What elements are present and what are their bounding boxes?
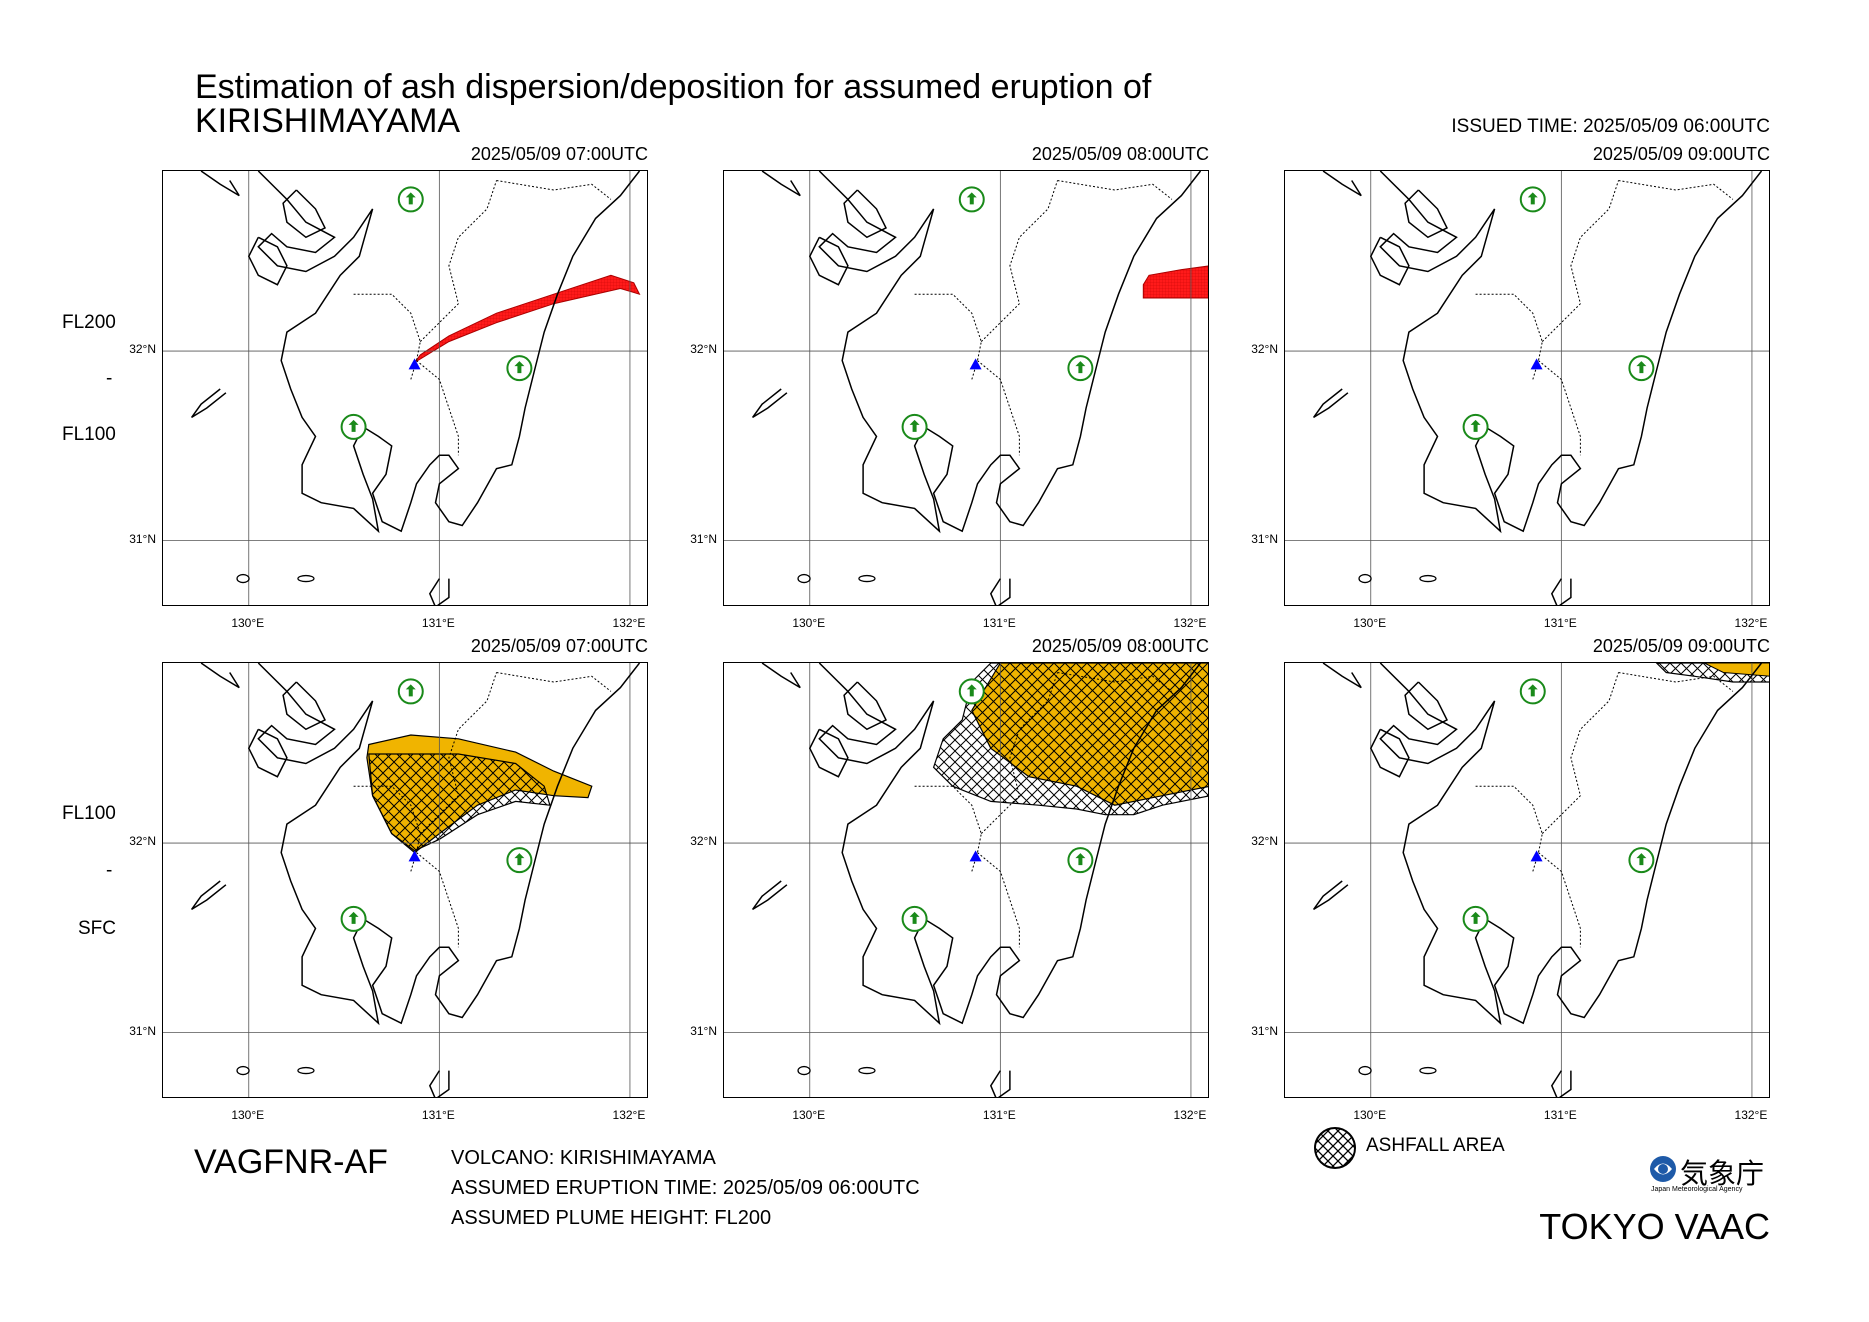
map-panel — [723, 170, 1209, 606]
product-code: VAGFNR-AF — [194, 1143, 388, 1181]
lon-label: 131°E — [1543, 1108, 1577, 1122]
info-volcano: VOLCANO: KIRISHIMAYAMA — [451, 1147, 716, 1169]
volcano-icon — [408, 850, 421, 862]
row1-upper-level: FL200 — [62, 312, 116, 333]
volcano-icon — [1530, 850, 1543, 862]
row1-lower-level: FL100 — [62, 424, 116, 445]
agency-name-jp: 気象庁 — [1680, 1158, 1765, 1189]
city-icon — [340, 905, 367, 932]
lon-label: 130°E — [792, 1108, 826, 1122]
city-icon — [1067, 847, 1094, 874]
panel-time: 2025/05/09 07:00UTC — [470, 636, 648, 656]
lon-label: 132°E — [1173, 616, 1207, 630]
lat-label: 32°N — [1251, 834, 1278, 849]
panel-time: 2025/05/09 08:00UTC — [1031, 144, 1209, 164]
agency-name-en: Japan Meteorological Agency — [1651, 1186, 1743, 1193]
lat-label: 32°N — [129, 834, 156, 849]
city-icon — [397, 186, 424, 213]
map-panel — [1284, 662, 1770, 1098]
city-icon — [1628, 355, 1655, 382]
row2-separator: - — [106, 860, 113, 881]
city-icon — [1628, 847, 1655, 874]
ashfall-hatch — [971, 663, 1208, 806]
volcano-icon — [1530, 358, 1543, 370]
volcano-icon — [969, 358, 982, 370]
ash-area — [1704, 663, 1769, 677]
info-plume-height: ASSUMED PLUME HEIGHT: FL200 — [451, 1207, 772, 1229]
panel-time: 2025/05/09 09:00UTC — [1592, 144, 1770, 164]
ashfall-legend-label: ASHFALL AREA — [1366, 1135, 1505, 1156]
panel-time: 2025/05/09 08:00UTC — [1031, 636, 1209, 656]
city-icon — [340, 413, 367, 440]
jma-logo-icon — [1648, 1154, 1678, 1189]
lon-label: 130°E — [792, 616, 826, 630]
lon-label: 132°E — [612, 1108, 646, 1122]
ashfall-hatch — [368, 753, 551, 852]
lon-label: 132°E — [1173, 1108, 1207, 1122]
title-line-1: Estimation of ash dispersion/deposition … — [195, 68, 1152, 106]
lon-label: 131°E — [421, 1108, 455, 1122]
panel-time: 2025/05/09 07:00UTC — [470, 144, 648, 164]
map-panel — [723, 662, 1209, 1098]
city-icon — [506, 847, 533, 874]
plume-area — [1142, 265, 1208, 299]
map-panel — [162, 170, 648, 606]
lat-label: 32°N — [690, 342, 717, 357]
lon-label: 132°E — [1734, 1108, 1768, 1122]
city-icon — [1067, 355, 1094, 382]
city-icon — [1462, 905, 1489, 932]
volcano-icon — [969, 850, 982, 862]
tokyo-vaac: TOKYO VAAC — [1539, 1206, 1770, 1247]
city-icon — [397, 678, 424, 705]
row1-separator: - — [106, 368, 113, 389]
city-icon — [901, 905, 928, 932]
lat-label: 32°N — [129, 342, 156, 357]
lon-label: 130°E — [231, 616, 265, 630]
city-icon — [901, 413, 928, 440]
lat-label: 32°N — [690, 834, 717, 849]
lon-label: 132°E — [1734, 616, 1768, 630]
map-panel — [1284, 170, 1770, 606]
lat-label: 31°N — [129, 1023, 156, 1038]
lon-label: 131°E — [982, 616, 1016, 630]
row2-lower-level: SFC — [78, 918, 116, 939]
title-line-2: KIRISHIMAYAMA — [195, 102, 461, 140]
ashfall-legend-icon — [1313, 1126, 1357, 1175]
panel-time: 2025/05/09 09:00UTC — [1592, 636, 1770, 656]
lat-label: 31°N — [690, 1023, 717, 1038]
issued-time: ISSUED TIME: 2025/05/09 06:00UTC — [1451, 116, 1770, 137]
plume-area — [414, 274, 641, 363]
map-panel — [162, 662, 648, 1098]
city-icon — [1519, 678, 1546, 705]
lat-label: 31°N — [1251, 1023, 1278, 1038]
lon-label: 131°E — [421, 616, 455, 630]
city-icon — [506, 355, 533, 382]
lon-label: 132°E — [612, 616, 646, 630]
lon-label: 131°E — [1543, 616, 1577, 630]
city-icon — [1519, 186, 1546, 213]
city-icon — [1462, 413, 1489, 440]
volcano-icon — [408, 358, 421, 370]
lon-label: 131°E — [982, 1108, 1016, 1122]
lat-label: 32°N — [1251, 342, 1278, 357]
city-icon — [958, 186, 985, 213]
info-eruption-time: ASSUMED ERUPTION TIME: 2025/05/09 06:00U… — [451, 1177, 920, 1199]
row2-upper-level: FL100 — [62, 803, 116, 824]
lon-label: 130°E — [231, 1108, 265, 1122]
lat-label: 31°N — [1251, 531, 1278, 546]
lon-label: 130°E — [1353, 1108, 1387, 1122]
lat-label: 31°N — [690, 531, 717, 546]
lat-label: 31°N — [129, 531, 156, 546]
city-icon — [958, 678, 985, 705]
lon-label: 130°E — [1353, 616, 1387, 630]
